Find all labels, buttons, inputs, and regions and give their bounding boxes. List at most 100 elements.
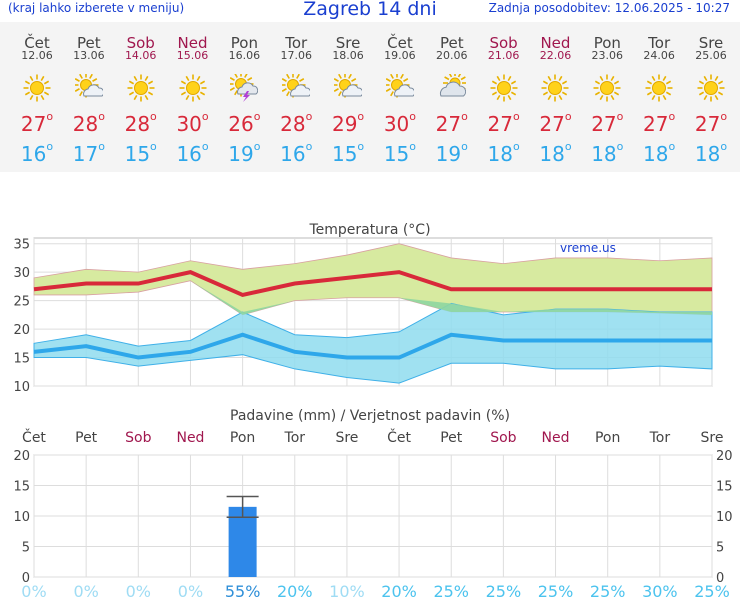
sun-cloud-icon <box>385 74 414 98</box>
day-name: Čet <box>24 34 50 52</box>
sun-icon <box>593 74 621 102</box>
day-date: 14.06 <box>124 49 157 62</box>
min-temperature: 15o <box>383 140 417 166</box>
x-tick-label: Pet <box>75 430 98 446</box>
forecast-strip: Čet 12.06 27o 16o Pet 13.06 28o 17o Sob 14.06 28o 1… <box>0 22 740 172</box>
x-tick-label: Pon <box>595 430 620 446</box>
day-name: Tor <box>648 34 671 52</box>
min-temperature: 19o <box>228 140 261 166</box>
thunderstorm-sun-icon <box>230 74 259 102</box>
x-tick-label: Ned <box>542 430 570 446</box>
y-tick-label: 10 <box>13 380 30 393</box>
day-name: Pet <box>77 34 101 52</box>
y-tick-label: 0 <box>22 571 30 586</box>
y-tick-label: 10 <box>13 510 30 525</box>
day-date: 18.06 <box>332 49 364 62</box>
hint-text: (kraj lahko izberete v meniju) <box>8 1 185 15</box>
max-temperature: 27o <box>20 110 54 136</box>
x-tick-label: Tor <box>284 430 306 446</box>
sun-icon <box>490 74 518 102</box>
max-temperature: 27o <box>591 110 624 136</box>
max-temperature: 27o <box>487 110 520 136</box>
min-temperature: 16o <box>280 140 313 166</box>
day-name: Sob <box>489 34 518 52</box>
x-tick-label: Sob <box>125 430 151 446</box>
sun-icon <box>127 74 155 102</box>
y-tick-label: 15 <box>13 352 30 367</box>
min-temperature: 18o <box>591 140 624 166</box>
y-tick-label-right: 20 <box>716 449 733 464</box>
sun-icon <box>697 74 725 102</box>
max-temperature: 27o <box>435 110 468 136</box>
y-tick-label: 30 <box>13 266 30 281</box>
day-date: 13.06 <box>73 49 105 62</box>
min-temperature: 18o <box>694 140 728 166</box>
precipitation-probability: 30% <box>642 582 678 600</box>
min-temperature: 15o <box>124 140 157 166</box>
precipitation-probability: 25% <box>538 582 574 600</box>
min-temperature: 19o <box>435 140 468 166</box>
max-temperature: 27o <box>643 110 676 136</box>
precipitation-probability: 25% <box>590 582 626 600</box>
day-date: 22.06 <box>539 49 572 62</box>
chart-title: Padavine (mm) / Verjetnost padavin (%) <box>230 408 510 424</box>
day-name: Sre <box>335 34 361 52</box>
day-name: Pet <box>439 34 464 52</box>
day-date: 15.06 <box>176 49 209 62</box>
y-tick-label: 20 <box>13 323 30 338</box>
min-temperature: 15o <box>331 140 365 166</box>
max-temperature: 28o <box>124 110 157 136</box>
day-name: Čet <box>387 34 413 52</box>
y-tick-label-right: 10 <box>716 510 733 525</box>
sun-cloud-icon <box>74 74 103 98</box>
x-tick-label: Pet <box>440 430 463 446</box>
sun-cloud-icon <box>334 74 363 98</box>
x-tick-label: Sre <box>335 430 358 446</box>
x-tick-label: Ned <box>176 430 204 446</box>
precipitation-probability: 0% <box>126 582 151 600</box>
min-temperature: 18o <box>539 140 572 166</box>
min-temperature: 17o <box>72 140 105 166</box>
day-name: Pon <box>593 34 621 52</box>
min-temperature: 16o <box>20 140 54 166</box>
day-date: 16.06 <box>228 49 261 62</box>
day-date: 23.06 <box>591 49 624 62</box>
sun-icon <box>645 74 673 102</box>
min-temperature: 18o <box>487 140 520 166</box>
sun-cloud-icon <box>282 74 311 98</box>
last-updated: Zadnja posodobitev: 12.06.2025 - 10:27 <box>488 1 730 15</box>
day-name: Sob <box>126 34 155 52</box>
x-tick-label: Sre <box>701 430 724 446</box>
x-tick-label: Pon <box>230 430 255 446</box>
min-temperature: 18o <box>643 140 676 166</box>
max-temperature: 28o <box>72 110 105 136</box>
day-date: 24.06 <box>643 49 675 62</box>
precipitation-probability: 0% <box>21 582 46 600</box>
max-temperature: 28o <box>280 110 313 136</box>
y-tick-label: 15 <box>13 480 30 495</box>
precipitation-probability: 10% <box>329 582 365 600</box>
day-date: 25.06 <box>695 49 727 62</box>
day-date: 21.06 <box>487 49 520 62</box>
watermark: vreme.us <box>560 241 616 255</box>
day-date: 17.06 <box>280 49 312 62</box>
x-tick-label: Sob <box>490 430 516 446</box>
error-bar <box>226 495 259 518</box>
min-temperature-line <box>33 332 712 360</box>
day-name: Pon <box>230 34 258 52</box>
precipitation-probability: 25% <box>694 582 730 600</box>
day-name: Tor <box>285 34 308 52</box>
y-tick-label-right: 0 <box>716 571 724 586</box>
max-temperature-line <box>33 270 712 298</box>
precipitation-bar <box>228 506 257 577</box>
y-tick-label: 35 <box>13 238 30 253</box>
precipitation-probability: 20% <box>277 582 313 600</box>
day-name: Ned <box>177 34 208 52</box>
precipitation-chart: Padavine (mm) / Verjetnost padavin (%) Če… <box>13 408 733 600</box>
max-temperature: 27o <box>694 110 728 136</box>
page-title: Zagreb 14 dni <box>303 0 437 20</box>
y-tick-label: 20 <box>13 449 30 464</box>
temperature-chart: Temperatura (°C) 10 15 20 25 30 35 vreme.us <box>13 222 713 393</box>
x-tick-label: Tor <box>649 430 671 446</box>
max-temperature: 29o <box>331 110 365 136</box>
